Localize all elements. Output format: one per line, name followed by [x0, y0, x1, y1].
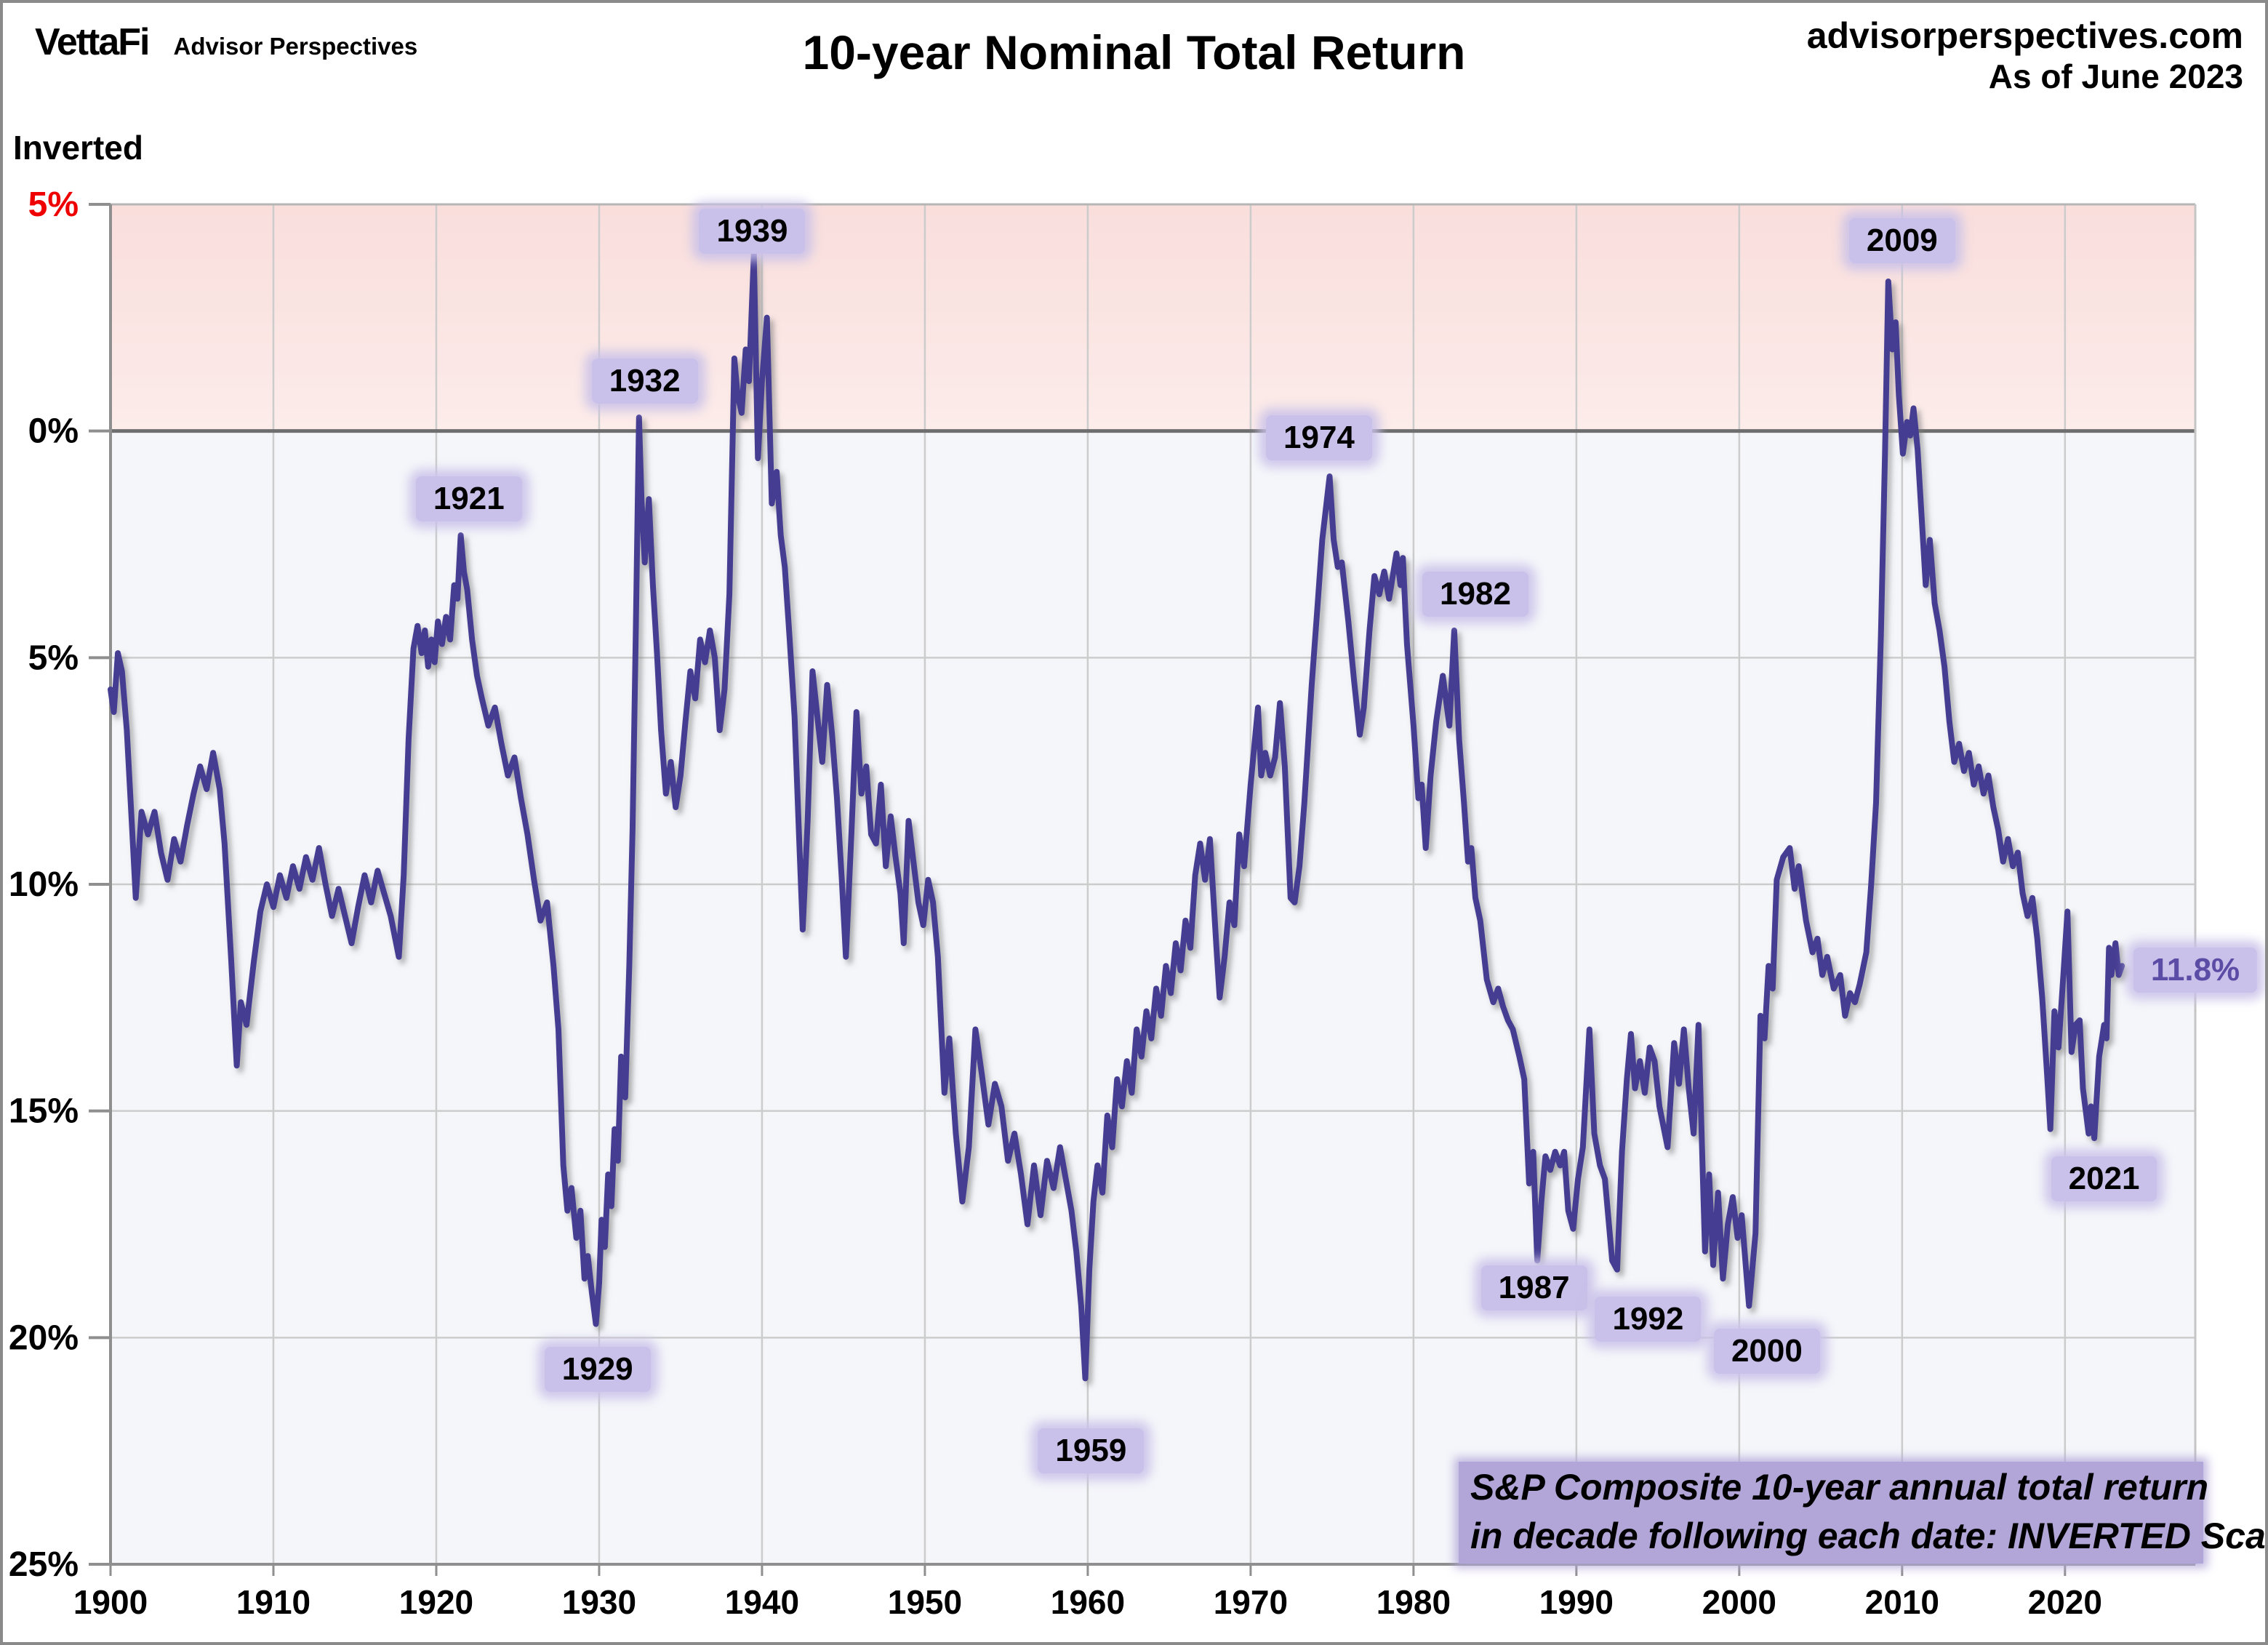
vettafi-logo-text: VettaFi — [32, 20, 150, 64]
annotation-1974: 1974 — [1266, 415, 1372, 461]
x-tick-label: 1990 — [1539, 1583, 1614, 1621]
caption-line-1: S&P Composite 10-year annual total retur… — [1470, 1467, 2209, 1508]
x-tick-label: 2010 — [1865, 1583, 1939, 1621]
x-tick-label: 1930 — [562, 1583, 636, 1621]
site-url: advisorperspectives.com — [1806, 15, 2243, 56]
caption-line-2: in decade following each date: INVERTED … — [1470, 1516, 2268, 1556]
header-right: advisorperspectives.com As of June 2023 — [1807, 15, 2243, 96]
advisor-perspectives-logo-text: Advisor Perspectives — [173, 33, 418, 60]
annotation-1932: 1932 — [591, 359, 698, 404]
negative-return-band — [111, 204, 2195, 431]
annotation-1987: 1987 — [1480, 1265, 1587, 1310]
annotation-2000: 2000 — [1713, 1329, 1820, 1374]
total-return-chart: 1900 1910 1920 1930 1940 1950 1960 1970 1980 1990… — [9, 185, 2197, 1621]
x-tick-label: 1970 — [1214, 1583, 1288, 1621]
x-tick-label: 1920 — [399, 1583, 473, 1621]
as-of-date: As of June 2023 — [1988, 57, 2243, 95]
y-tick-label: 5% — [28, 185, 79, 224]
x-tick-label: 2000 — [1702, 1583, 1776, 1621]
annotation-1939: 1939 — [699, 209, 806, 255]
x-tick-label: 1900 — [73, 1583, 148, 1621]
annotation-1982: 1982 — [1422, 572, 1528, 617]
annotation-1959: 1959 — [1038, 1428, 1145, 1474]
x-tick-label: 2020 — [2028, 1583, 2102, 1621]
y-tick-label: 25% — [9, 1545, 79, 1584]
x-tick-label: 1980 — [1377, 1583, 1451, 1621]
annotation-2009: 2009 — [1848, 217, 1955, 263]
x-tick-label: 1940 — [725, 1583, 799, 1621]
x-tick-label: 1950 — [888, 1583, 962, 1621]
x-tick-label: 1960 — [1051, 1583, 1125, 1621]
y-tick-label: 20% — [9, 1318, 79, 1357]
page-title: 10-year Nominal Total Return — [802, 25, 1466, 79]
annotation-11.8pct: 11.8% — [2133, 948, 2258, 993]
x-tick-label: 1910 — [236, 1583, 310, 1621]
y-tick-label: 0% — [28, 412, 79, 451]
chart-caption: S&P Composite 10-year annual total retur… — [1459, 1462, 2268, 1564]
return-line — [108, 251, 2125, 1382]
annotation-1929: 1929 — [544, 1346, 651, 1392]
y-tick-label: 15% — [9, 1092, 79, 1131]
annotation-1992: 1992 — [1595, 1297, 1702, 1342]
annotation-1921: 1921 — [415, 476, 522, 522]
annotation-2021: 2021 — [2051, 1156, 2157, 1202]
y-tick-label: 10% — [9, 865, 79, 904]
vettafi-logo: VettaFi Advisor Perspectives — [32, 20, 417, 64]
inverted-axis-label: Inverted — [13, 129, 143, 167]
y-tick-label: 5% — [28, 639, 79, 677]
